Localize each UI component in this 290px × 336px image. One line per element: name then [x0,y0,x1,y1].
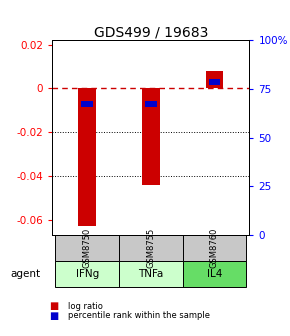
Bar [55,235,119,261]
Bar [145,101,157,107]
Text: IFNg: IFNg [76,269,99,279]
Bar [119,261,183,287]
Text: GSM8755: GSM8755 [146,228,155,268]
Text: GSM8760: GSM8760 [210,228,219,268]
Bar [206,71,223,88]
Text: ■: ■ [49,301,59,311]
Bar [55,261,119,287]
Text: IL4: IL4 [207,269,222,279]
Text: log ratio: log ratio [68,302,103,311]
Bar [142,88,160,185]
Title: GDS499 / 19683: GDS499 / 19683 [94,25,208,39]
Bar [119,235,183,261]
Bar [183,235,246,261]
Text: agent: agent [10,269,40,279]
Bar [209,79,220,85]
Text: percentile rank within the sample: percentile rank within the sample [68,311,210,320]
Text: ■: ■ [49,311,59,321]
Bar [81,101,93,107]
Bar [183,261,246,287]
Text: TNFa: TNFa [138,269,164,279]
Bar [78,88,96,226]
Text: GSM8750: GSM8750 [83,228,92,268]
